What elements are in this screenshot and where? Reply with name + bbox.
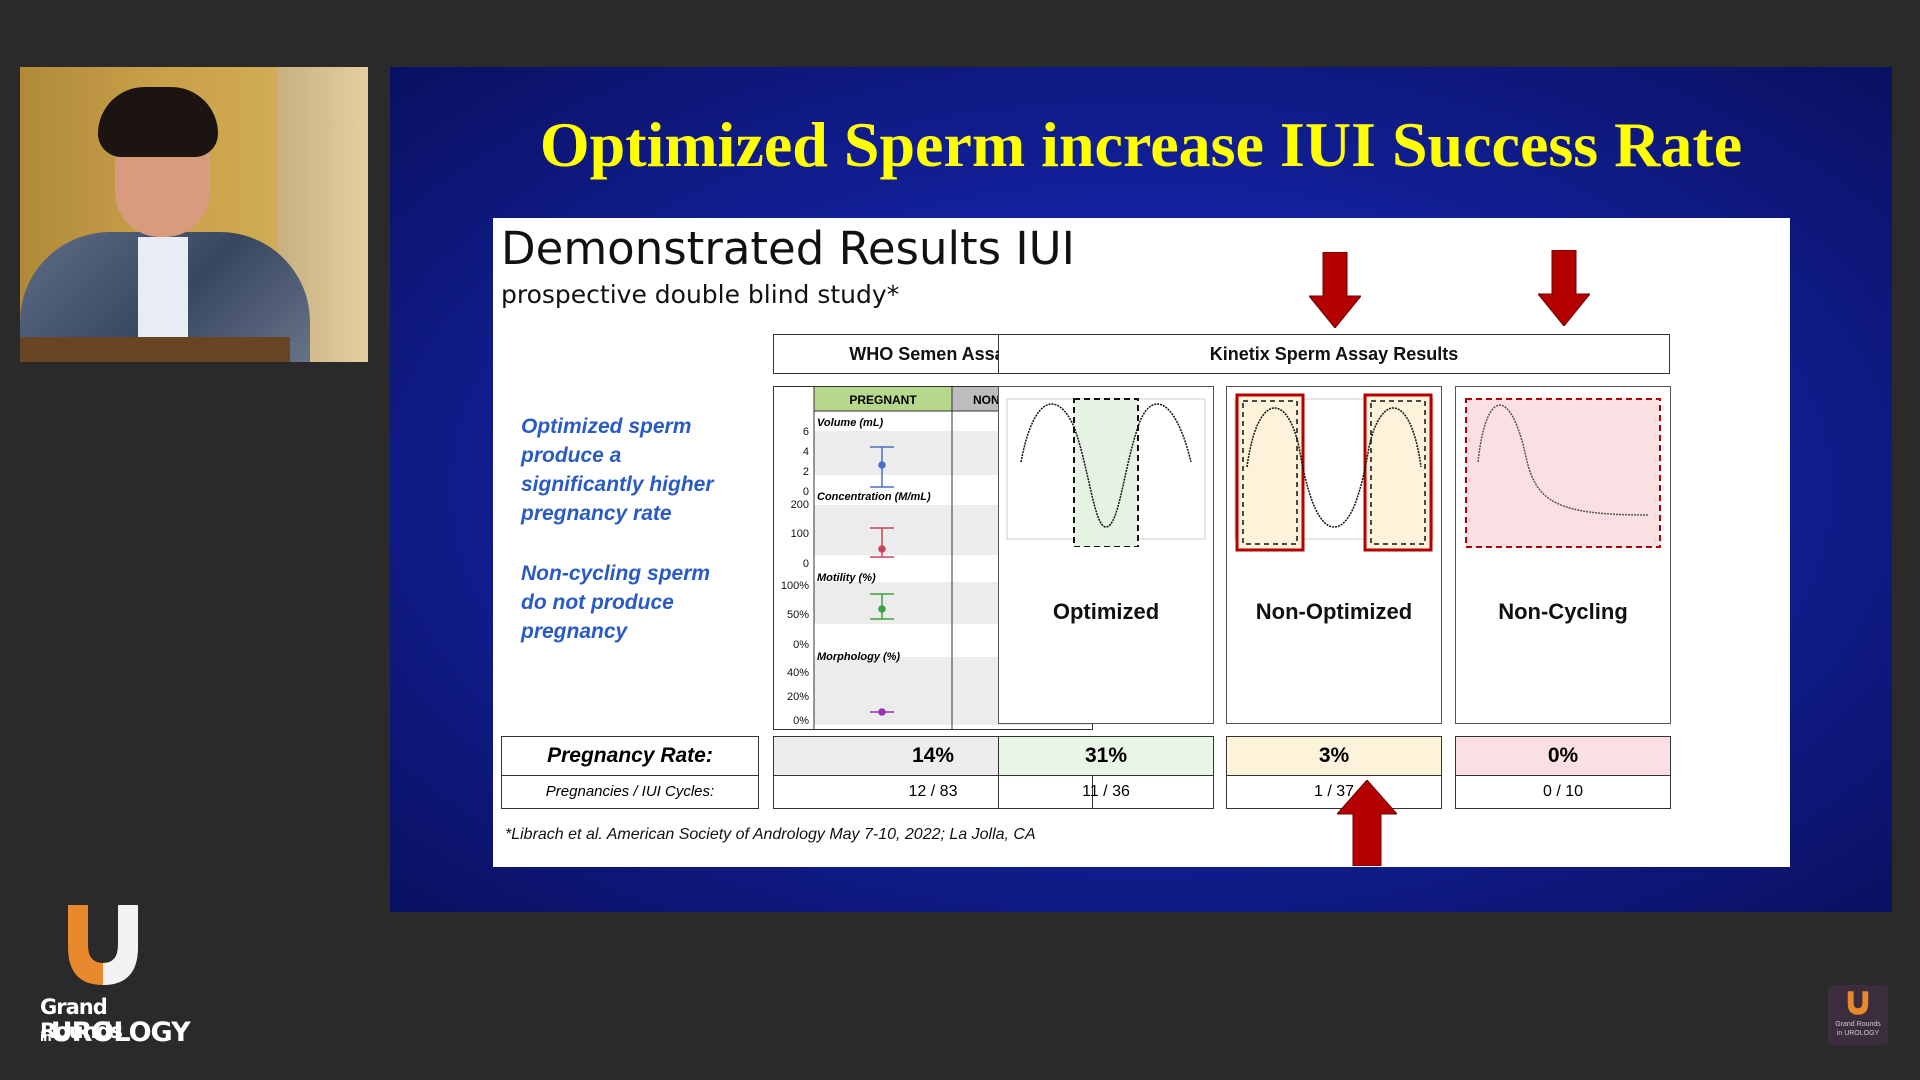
pregnant-col-header: PREGNANT [849,393,917,407]
param-concentration: Concentration (M/mL) [817,491,931,503]
tick-volume-2: 2 [803,466,809,478]
tick-conc-200: 200 [791,499,809,511]
rate-optimized: 31% [998,736,1214,776]
panel-subheading: prospective double blind study* [501,280,900,309]
param-volume: Volume (mL) [817,417,884,429]
param-morphology: Morphology (%) [817,651,900,663]
mini-logo-text2: in UROLOGY [1836,1030,1880,1037]
kinetix-non-cycling-panel: Non-Cycling [1455,386,1671,724]
non-optimized-wave [1234,393,1434,552]
optimized-wave [1006,398,1206,547]
rate-non-optimized: 3% [1226,736,1442,776]
arrow-up-non-optimized-icon [1337,780,1397,866]
pregnant-col-header-bg [814,387,952,411]
label-non-cycling: Non-Cycling [1498,599,1628,624]
cycles-non-cycling: 0 / 10 [1455,775,1671,809]
tick-volume-6: 6 [803,426,809,438]
mini-logo-text1: Grand Rounds [1835,1021,1881,1028]
cycles-label: Pregnancies / IUI Cycles: [501,775,759,809]
cycles-who: 12 / 83 [773,775,1093,809]
tick-conc-100: 100 [791,528,809,540]
grand-rounds-logo: Grand Rounds inUROLOGY [40,905,191,1048]
label-non-optimized: Non-Optimized [1255,599,1413,624]
presentation-slide: Optimized Sperm increase IUI Success Rat… [390,67,1892,912]
panel-heading: Demonstrated Results IUI [501,222,1075,275]
mini-logo: Grand Rounds in UROLOGY [1828,985,1888,1045]
param-motility: Motility (%) [817,572,876,584]
tick-morph-40: 40% [787,667,809,679]
tick-morph-20: 20% [787,691,809,703]
footnote: *Librach et al. American Society of Andr… [505,826,1036,843]
u-logo-icon [68,905,138,985]
kinetix-optimized-panel: Optimized [998,386,1214,724]
tick-volume-4: 4 [803,446,809,458]
results-panel: Demonstrated Results IUI prospective dou… [493,218,1790,867]
rate-non-cycling: 0% [1455,736,1671,776]
speaker-hair [98,87,218,157]
kinetix-header: Kinetix Sperm Assay Results [998,334,1670,374]
logo-line2: inUROLOGY [40,1017,191,1048]
kinetix-non-optimized-panel: Non-Optimized [1226,386,1442,724]
cycles-non-optimized: 1 / 37 [1226,775,1442,809]
mini-u-icon [1847,991,1869,1015]
slide-title: Optimized Sperm increase IUI Success Rat… [539,109,1743,180]
non-cycling-wave [1465,398,1661,548]
tick-conc-0: 0 [803,558,809,570]
tick-mot-0: 0% [793,639,809,651]
logo-line1: Grand Rounds [40,995,123,1043]
tick-morph-0: 0% [793,715,809,727]
tick-mot-50: 50% [787,609,809,621]
pregnancy-rate-label: Pregnancy Rate: [501,736,759,776]
note-non-cycling: Non-cycling sperm do not produce pregnancy [521,562,711,643]
label-optimized: Optimized [1052,599,1160,624]
note-optimized: Optimized sperm produce a significantly hi… [521,415,714,525]
podium [20,337,290,362]
arrow-down-non-optimized-icon [1309,252,1361,328]
cycles-optimized: 11 / 36 [998,775,1214,809]
who-semen-chart: PREGNANT NON-PREGNANT Volume (mL) Concen… [773,386,1093,730]
speaker-video [20,67,368,362]
tick-mot-100: 100% [781,580,809,592]
arrow-down-non-cycling-icon [1538,250,1590,326]
tick-volume-0: 0 [803,486,809,498]
